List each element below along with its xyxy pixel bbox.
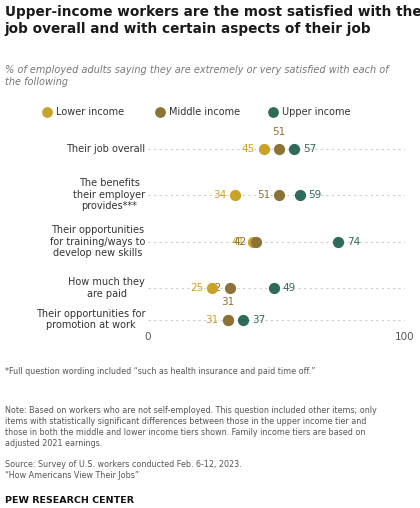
Point (224, 315, 231, 324)
Text: % of employed adults saying they are extremely or very satisfied with each of
th: % of employed adults saying they are ext… (5, 65, 389, 87)
Text: PEW RESEARCH CENTER: PEW RESEARCH CENTER (5, 496, 134, 505)
Text: 25: 25 (190, 283, 203, 293)
Text: 34: 34 (213, 189, 226, 200)
Text: The benefits
their employer
provides***: The benefits their employer provides*** (73, 178, 145, 211)
Text: Their opportunities
for training/ways to
develop new skills: Their opportunities for training/ways to… (50, 225, 145, 258)
Text: 42: 42 (234, 237, 247, 247)
Text: 31: 31 (221, 297, 234, 307)
Text: 32: 32 (208, 283, 221, 293)
Point (270, 108, 276, 116)
Text: 37: 37 (252, 314, 265, 325)
Point (250, 238, 257, 246)
Text: 100: 100 (395, 332, 415, 342)
Text: 59: 59 (309, 189, 322, 200)
Point (157, 108, 163, 116)
Text: Middle income: Middle income (169, 107, 240, 117)
Point (252, 238, 259, 246)
Text: 74: 74 (347, 237, 360, 247)
Text: 0: 0 (145, 332, 151, 342)
Point (232, 190, 239, 199)
Text: Their opportunities for
promotion at work: Their opportunities for promotion at wor… (36, 309, 145, 330)
Text: 41: 41 (231, 237, 244, 247)
Text: 49: 49 (283, 283, 296, 293)
Text: Note: Based on workers who are not self-employed. This question included other i: Note: Based on workers who are not self-… (5, 405, 377, 448)
Text: Upper-income workers are the most satisfied with their
job overall and with cert: Upper-income workers are the most satisf… (5, 5, 420, 36)
Point (227, 284, 234, 292)
Text: 45: 45 (241, 144, 255, 154)
Point (260, 145, 267, 153)
Text: Upper income: Upper income (282, 107, 351, 117)
Text: 57: 57 (304, 144, 317, 154)
Text: Lower income: Lower income (56, 107, 124, 117)
Point (240, 315, 247, 324)
Text: 51: 51 (273, 126, 286, 137)
Point (209, 284, 215, 292)
Point (224, 315, 231, 324)
Text: 31: 31 (205, 314, 219, 325)
Text: How much they
are paid: How much they are paid (68, 277, 145, 299)
Point (276, 145, 282, 153)
Point (291, 145, 298, 153)
Point (276, 190, 282, 199)
Text: Source: Survey of U.S. workers conducted Feb. 6-12, 2023.
“How Americans View Th: Source: Survey of U.S. workers conducted… (5, 460, 241, 480)
Point (270, 284, 277, 292)
Point (296, 190, 303, 199)
Text: *Full question wording included “such as health insurance and paid time off.”: *Full question wording included “such as… (5, 367, 315, 376)
Text: Their job overall: Their job overall (66, 144, 145, 154)
Point (44, 108, 50, 116)
Point (335, 238, 341, 246)
Text: 51: 51 (257, 189, 270, 200)
